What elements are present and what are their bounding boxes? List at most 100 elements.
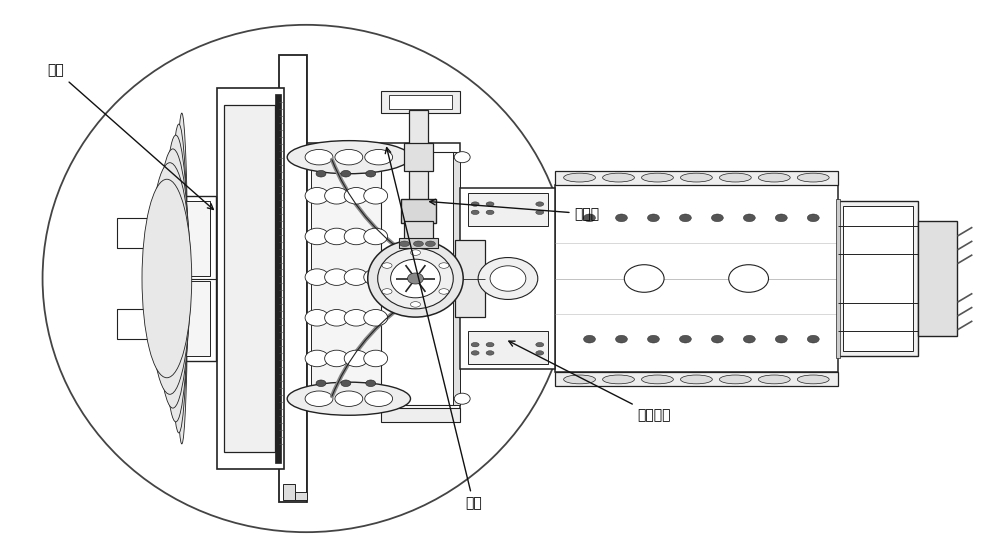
Bar (117, 309, 154, 339)
Bar (453, 152, 460, 405)
Ellipse shape (471, 202, 479, 206)
Ellipse shape (316, 170, 326, 177)
Ellipse shape (758, 375, 790, 384)
Ellipse shape (564, 375, 595, 384)
Ellipse shape (325, 310, 349, 326)
Ellipse shape (368, 240, 463, 317)
Bar (555, 185, 838, 372)
Ellipse shape (775, 214, 787, 222)
Ellipse shape (335, 391, 363, 407)
Ellipse shape (775, 335, 787, 343)
Ellipse shape (364, 228, 388, 245)
Ellipse shape (536, 202, 544, 206)
Bar (409, 168, 428, 201)
Ellipse shape (305, 149, 333, 165)
Text: 直驱电机: 直驱电机 (509, 341, 671, 422)
Bar (399, 238, 438, 248)
Ellipse shape (758, 173, 790, 182)
Bar (160, 281, 210, 356)
Bar (460, 188, 555, 369)
Bar (468, 193, 548, 226)
Ellipse shape (170, 124, 188, 433)
Ellipse shape (807, 335, 819, 343)
Bar (409, 110, 428, 146)
Ellipse shape (305, 350, 329, 367)
Ellipse shape (584, 335, 595, 343)
Ellipse shape (797, 173, 829, 182)
Ellipse shape (679, 214, 691, 222)
Ellipse shape (305, 228, 329, 245)
Bar (468, 331, 548, 364)
Bar (224, 105, 275, 452)
Ellipse shape (325, 350, 349, 367)
Ellipse shape (411, 302, 420, 307)
Ellipse shape (642, 173, 673, 182)
Ellipse shape (344, 310, 368, 326)
Ellipse shape (335, 149, 363, 165)
Bar (160, 201, 210, 276)
Ellipse shape (364, 310, 388, 326)
Ellipse shape (711, 335, 723, 343)
Bar (918, 221, 957, 336)
Ellipse shape (471, 343, 479, 347)
Ellipse shape (325, 269, 349, 285)
Ellipse shape (382, 289, 392, 294)
Ellipse shape (603, 375, 634, 384)
Ellipse shape (478, 257, 538, 300)
Ellipse shape (642, 375, 673, 384)
Ellipse shape (305, 269, 329, 285)
Ellipse shape (711, 214, 723, 222)
Ellipse shape (344, 188, 368, 204)
Ellipse shape (439, 289, 449, 294)
Ellipse shape (439, 263, 449, 268)
Bar (455, 240, 485, 317)
Ellipse shape (176, 113, 188, 444)
Ellipse shape (680, 173, 712, 182)
Ellipse shape (287, 382, 411, 416)
Bar (555, 372, 838, 386)
Ellipse shape (603, 173, 634, 182)
Bar (217, 88, 284, 469)
Ellipse shape (316, 380, 326, 387)
Bar (381, 91, 460, 113)
Ellipse shape (305, 188, 329, 204)
Bar (311, 152, 381, 405)
Bar (381, 152, 455, 405)
Bar (275, 94, 281, 463)
Ellipse shape (719, 375, 751, 384)
Ellipse shape (344, 228, 368, 245)
Bar (404, 143, 433, 171)
Ellipse shape (584, 214, 595, 222)
Ellipse shape (536, 351, 544, 355)
Ellipse shape (325, 228, 349, 245)
Bar (117, 218, 154, 248)
Ellipse shape (365, 149, 393, 165)
Ellipse shape (647, 335, 659, 343)
Ellipse shape (411, 250, 420, 255)
Bar (295, 492, 307, 500)
Ellipse shape (454, 152, 470, 163)
Ellipse shape (536, 210, 544, 214)
Bar (306, 143, 460, 411)
Text: 拉杆: 拉杆 (385, 148, 482, 510)
Ellipse shape (391, 259, 440, 298)
Ellipse shape (341, 170, 351, 177)
Ellipse shape (486, 343, 494, 347)
Bar (838, 201, 918, 356)
Ellipse shape (400, 241, 410, 247)
Ellipse shape (378, 248, 453, 309)
Ellipse shape (615, 214, 627, 222)
Ellipse shape (344, 350, 368, 367)
Ellipse shape (490, 266, 526, 291)
Bar (555, 171, 838, 185)
Ellipse shape (325, 188, 349, 204)
Ellipse shape (305, 310, 329, 326)
Ellipse shape (454, 393, 470, 404)
Bar (279, 55, 307, 502)
Ellipse shape (680, 375, 712, 384)
Ellipse shape (536, 343, 544, 347)
Ellipse shape (156, 149, 190, 408)
Ellipse shape (797, 375, 829, 384)
Ellipse shape (364, 188, 388, 204)
Ellipse shape (743, 335, 755, 343)
